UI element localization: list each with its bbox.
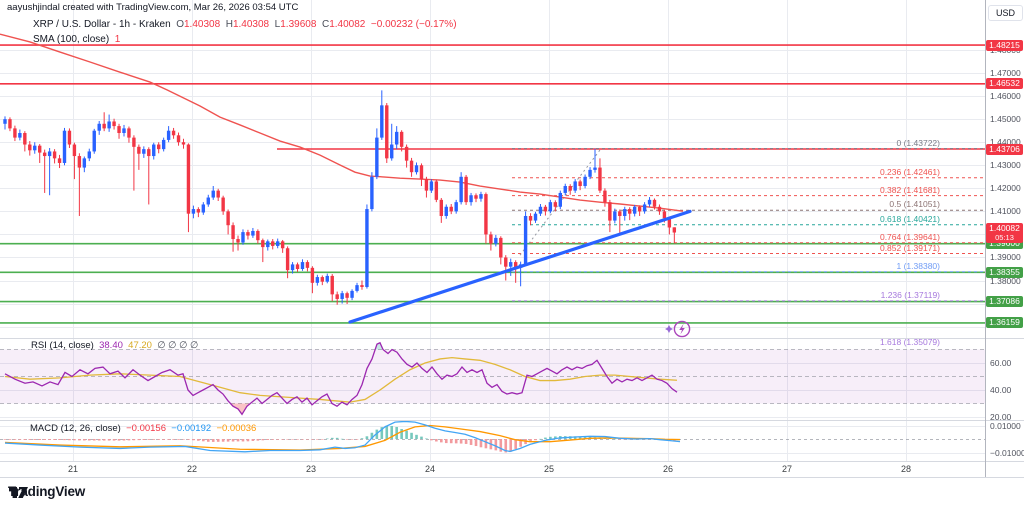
open-value: 1.40308 bbox=[184, 19, 221, 30]
close-label: C bbox=[321, 19, 330, 30]
price-level-badge: 1.38355 bbox=[986, 266, 1023, 278]
rsi-tick-label: 20.00 bbox=[990, 412, 1012, 422]
price-tick-label: 1.46000 bbox=[990, 91, 1021, 102]
price-tick-label: 1.45000 bbox=[990, 114, 1021, 125]
last-price-badge: 1.40082 05:13 bbox=[986, 223, 1023, 244]
rsi-tick-label: 40.00 bbox=[990, 385, 1012, 395]
fib-level-label: 0.618 (1.40421) bbox=[879, 213, 940, 224]
close-value: 1.40082 bbox=[329, 19, 366, 30]
time-tick-label: 26 bbox=[662, 464, 673, 474]
price-tick-label: 1.43000 bbox=[990, 160, 1021, 171]
currency-toggle[interactable]: USD bbox=[988, 5, 1024, 21]
rsi-legend[interactable]: RSI (14, close) 38.40 47.20 ∅ ∅ ∅ ∅ bbox=[31, 340, 198, 351]
time-tick-label: 22 bbox=[186, 464, 197, 474]
fib-level-label: 0.236 (1.42461) bbox=[879, 166, 940, 177]
tradingview-logo-icon bbox=[9, 487, 28, 498]
price-level-badge: 1.48215 bbox=[986, 39, 1023, 51]
price-tick-label: 1.38000 bbox=[990, 275, 1021, 286]
rsi-label: RSI (14, close) bbox=[31, 340, 94, 351]
macd-label: MACD (12, 26, close) bbox=[30, 423, 121, 434]
rsi-ma-value: 47.20 bbox=[128, 340, 152, 351]
fib-level-label: 0.5 (1.41051) bbox=[889, 199, 940, 210]
price-tick-label: 1.41000 bbox=[990, 206, 1021, 217]
sma-value: 1 bbox=[114, 34, 121, 45]
fib-level-label: 1 (1.38380) bbox=[896, 260, 940, 271]
rsi-value: 38.40 bbox=[99, 340, 123, 351]
macd-tick-label: −0.01000 bbox=[990, 447, 1024, 458]
high-value: 1.40308 bbox=[232, 19, 270, 30]
change-value: −0.00232 (−0.17%) bbox=[370, 19, 457, 30]
sma-label: SMA (100, close) bbox=[33, 34, 110, 45]
fib-level-label: 1.618 (1.35079) bbox=[879, 336, 940, 347]
tradingview-logo[interactable]: TradingView bbox=[8, 484, 85, 499]
price-level-badge: 1.46532 bbox=[986, 78, 1023, 90]
time-tick-label: 21 bbox=[67, 464, 78, 474]
high-label: H bbox=[225, 19, 233, 30]
symbol-legend[interactable]: XRP / U.S. Dollar - 1h - Kraken O1.40308… bbox=[33, 19, 457, 30]
fib-level-label: 0.382 (1.41681) bbox=[879, 184, 940, 195]
macd-signal-value: −0.00036 bbox=[216, 423, 257, 434]
time-tick-label: 23 bbox=[305, 464, 316, 474]
macd-hist-value: −0.00156 bbox=[126, 423, 166, 434]
price-level-badge: 1.36159 bbox=[986, 317, 1023, 329]
price-tick-label: 1.39000 bbox=[990, 252, 1021, 263]
price-level-badge: 1.37086 bbox=[986, 296, 1023, 308]
rsi-band-values: ∅ ∅ ∅ ∅ bbox=[157, 340, 199, 351]
time-tick-label: 28 bbox=[900, 464, 911, 474]
time-tick-label: 24 bbox=[424, 464, 435, 474]
fib-level-label: 0 (1.43722) bbox=[896, 137, 940, 148]
low-value: 1.39608 bbox=[280, 19, 317, 30]
time-tick-label: 25 bbox=[543, 464, 554, 474]
fib-level-label: 0.764 (1.39641) bbox=[879, 231, 940, 242]
rsi-tick-label: 60.00 bbox=[990, 358, 1012, 368]
macd-tick-label: 0.01000 bbox=[990, 420, 1021, 431]
price-tick-label: 1.42000 bbox=[990, 183, 1021, 194]
low-label: L bbox=[274, 19, 281, 30]
fib-level-label: 1.236 (1.37119) bbox=[880, 289, 940, 300]
price-tick-label: 1.44000 bbox=[990, 137, 1021, 148]
fib-level-label: 0.852 (1.39171) bbox=[879, 242, 940, 253]
price-tick-label: 1.47000 bbox=[990, 68, 1021, 79]
symbol-title: XRP / U.S. Dollar - 1h - Kraken bbox=[33, 19, 171, 30]
price-level-badge: 1.43706 bbox=[986, 143, 1023, 155]
macd-legend[interactable]: MACD (12, 26, close) −0.00156 −0.00192 −… bbox=[30, 423, 256, 434]
price-level-badge: 1.39600 bbox=[986, 238, 1023, 250]
sma-legend[interactable]: SMA (100, close) 1 bbox=[33, 34, 120, 45]
macd-value: −0.00192 bbox=[171, 423, 212, 434]
time-tick-label: 27 bbox=[781, 464, 792, 474]
attribution-text: aayushjindal created with TradingView.co… bbox=[7, 2, 299, 13]
open-label: O bbox=[176, 19, 184, 30]
